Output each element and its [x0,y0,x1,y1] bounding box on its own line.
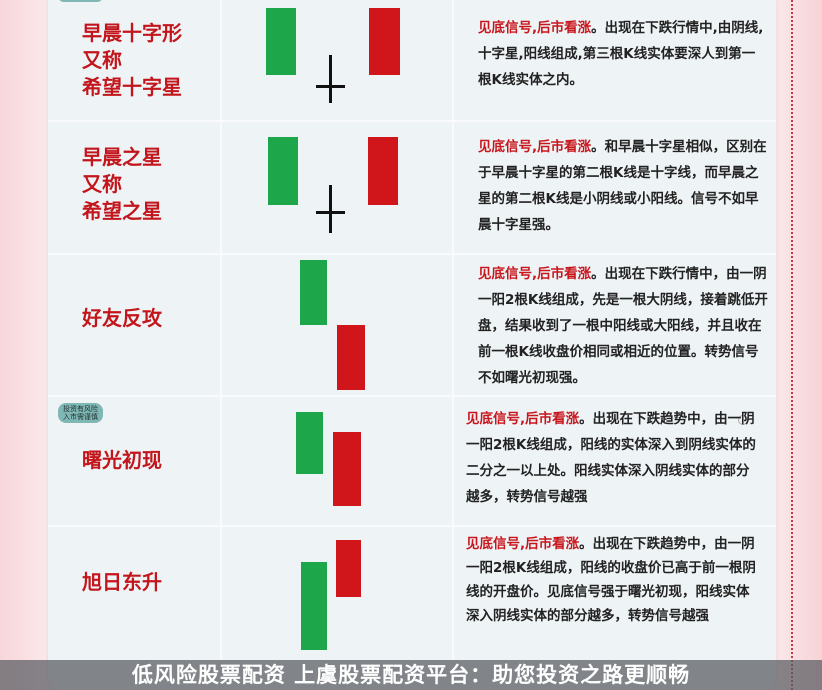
info-icon [738,24,748,34]
bearish-candle [296,412,323,474]
bearish-candle [268,137,298,205]
pattern-description: 见底信号,后市看涨。出现在下跌行情中,由阴线,十字星,阳线组成,第三根K线实体要… [478,20,764,88]
pattern-row-morning-doji-star: 入市需谨慎早晨十字形 又称 希望十字星 见底信号,后市看涨。出现在下跌行情中,由… [48,0,776,122]
pattern-row-counterattack: 好友反攻 见底信号,后市看涨。出现在下跌行情中，由一阴一阳2根K线组成，先是一根… [48,253,776,397]
dotted-border [791,0,793,690]
bearish-candle [266,8,296,75]
pattern-description: 见底信号,后市看涨。和早晨十字星相似，区别在于早晨十字星的第二根K线是十字线，而… [478,139,767,233]
bullish-candle [337,325,365,390]
pattern-title: 早晨之星 又称 希望之星 [82,145,162,223]
bullish-candle [333,432,361,506]
info-icon [738,415,748,425]
bearish-candle [301,562,327,650]
doji-cross [329,55,332,103]
bullish-candle [336,540,361,597]
pattern-row-morning-star: 早晨之星 又称 希望之星 见底信号,后市看涨。和早晨十字星相似，区别在于早晨十字… [48,120,776,255]
doji-cross [316,85,345,88]
overlay-banner: 低风险股票配资 上虞股票配资平台：助您投资之路更顺畅 [0,660,822,690]
pattern-title: 早晨十字形 又称 希望十字星 [82,21,182,99]
pattern-title: 旭日东升 [82,570,162,594]
star-cross [316,211,345,214]
pattern-title: 曙光初现 [82,448,162,472]
bearish-candle [300,260,327,325]
star-cross [329,185,332,233]
infographic-card [48,0,776,690]
risk-badge: 投资有风险 入市需谨慎 [58,403,103,423]
pattern-description: 见底信号,后市看涨。出现在下跌趋势中，由一阴一阳2根K线组成，阳线的收盘价已高于… [466,536,756,624]
pattern-description: 见底信号,后市看涨。出现在下跌趋势中，由一阴一阳2根K线组成，阳线的实体深入到阴… [466,411,756,505]
pattern-row-piercing-line: 投资有风险 入市需谨慎曙光初现 见底信号,后市看涨。出现在下跌趋势中，由一阴一阳2… [48,395,776,527]
bullish-candle [369,8,400,75]
pattern-title: 好友反攻 [82,306,162,330]
bullish-candle [368,137,398,205]
risk-badge: 入市需谨慎 [58,0,103,2]
pattern-description: 见底信号,后市看涨。出现在下跌行情中，由一阴一阳2根K线组成，先是一根大阴线，接… [478,266,768,386]
pattern-row-rising-sun: 旭日东升 见底信号,后市看涨。出现在下跌趋势中，由一阴一阳2根K线组成，阳线的收… [48,525,776,660]
